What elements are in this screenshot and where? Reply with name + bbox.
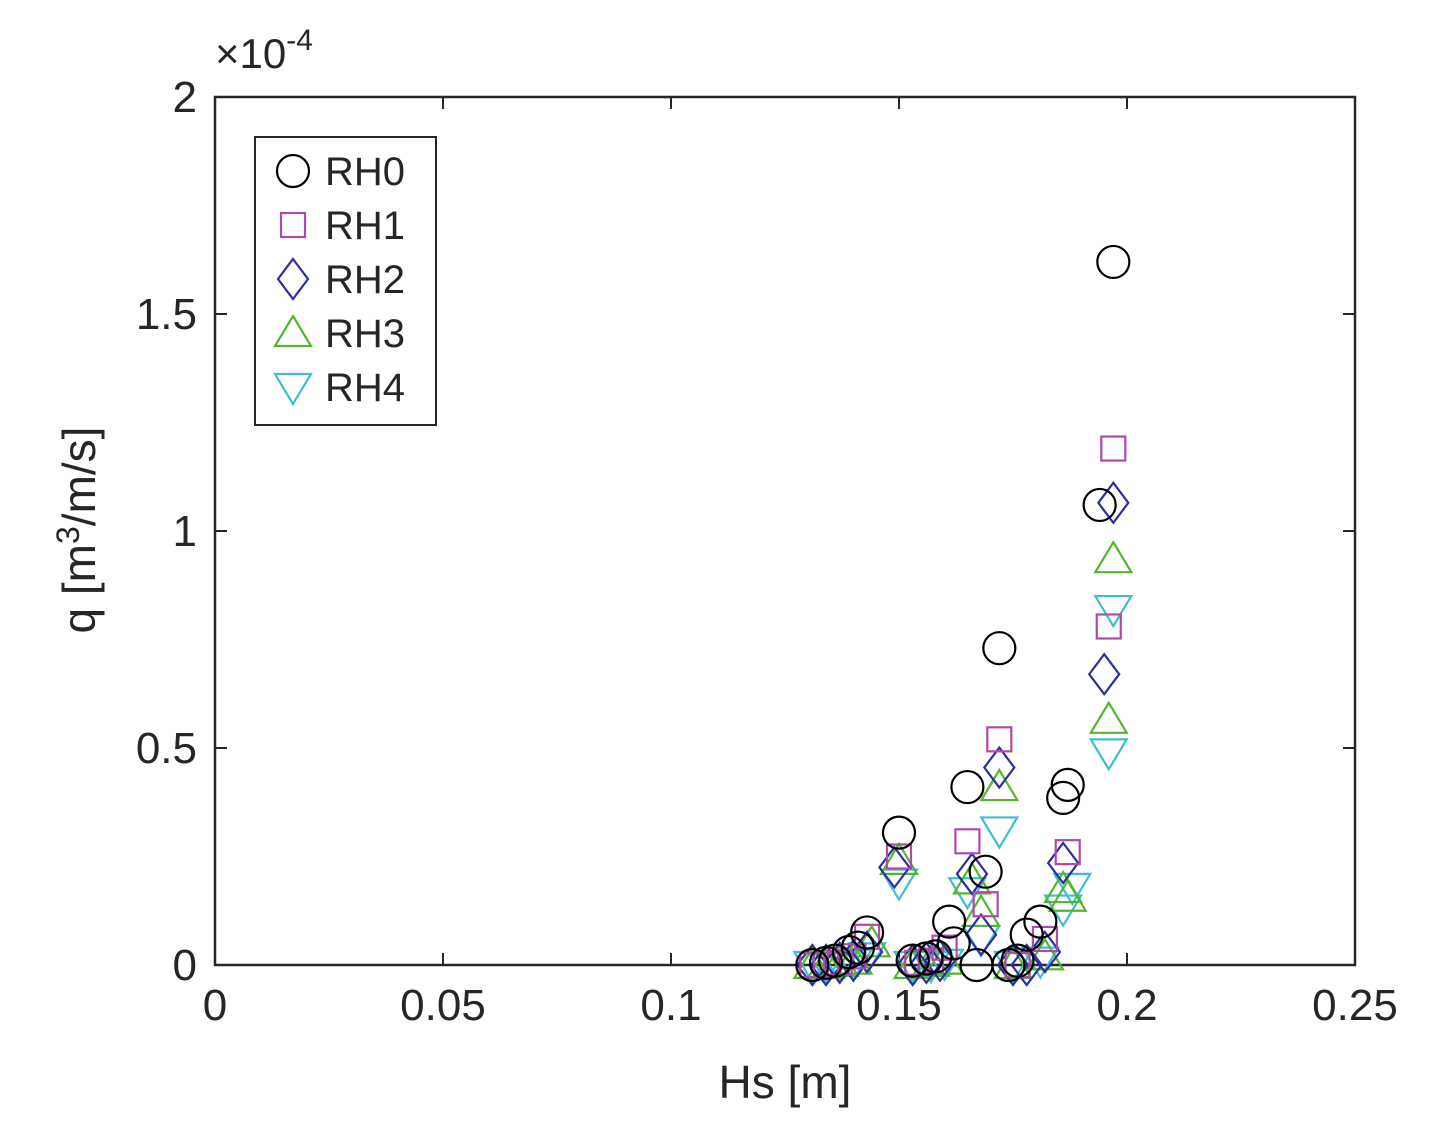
series-rh1 xyxy=(799,435,1127,979)
data-point-rh0 xyxy=(1009,917,1044,952)
legend-label-rh0: RH0 xyxy=(325,150,405,194)
data-point-rh0 xyxy=(849,915,885,950)
legend-marker-rh0 xyxy=(275,153,311,189)
data-point-rh0 xyxy=(936,926,971,961)
x-axis-label: Hs [m] xyxy=(719,1056,852,1108)
data-point-rh3 xyxy=(1093,540,1134,574)
data-point-rh1 xyxy=(885,843,913,870)
series-rh4 xyxy=(792,595,1134,985)
data-point-rh1 xyxy=(972,891,999,918)
x-tick-label: 0.05 xyxy=(400,981,486,1030)
data-point-rh0 xyxy=(795,947,830,983)
legend-label-rh4: RH4 xyxy=(325,366,405,410)
y-tick-label: 2 xyxy=(173,73,197,122)
axis-ticks: 0 0.05 0.1 0.15 0.2 0.25 0 0.5 1 1.5 2 xyxy=(136,73,1398,1030)
data-point-rh1 xyxy=(1095,613,1122,640)
legend-label-rh1: RH1 xyxy=(325,204,405,248)
data-point-rh1 xyxy=(1031,925,1059,953)
data-point-rh0 xyxy=(1050,767,1085,802)
series-rh0 xyxy=(795,244,1131,983)
data-point-rh0 xyxy=(918,939,953,974)
data-point-rh0 xyxy=(1000,943,1035,978)
x-tick-label: 0.1 xyxy=(640,981,701,1030)
y-multiplier: ×10-4 xyxy=(215,24,313,77)
data-point-rh1 xyxy=(954,828,981,855)
data-point-rh0 xyxy=(1096,244,1131,280)
y-axis-label: q [m3/m/s] xyxy=(50,427,105,634)
data-point-rh0 xyxy=(982,631,1017,666)
data-point-rh3 xyxy=(1047,878,1088,912)
data-marks xyxy=(792,244,1134,987)
data-point-rh0 xyxy=(1046,780,1081,816)
data-point-rh2 xyxy=(1010,943,1044,987)
data-point-rh0 xyxy=(881,815,917,850)
data-point-rh1 xyxy=(986,726,1013,753)
y-tick-label: 1 xyxy=(173,507,197,556)
data-point-rh4 xyxy=(979,816,1020,850)
data-point-rh2 xyxy=(896,943,930,987)
data-point-rh0 xyxy=(991,947,1026,983)
data-point-rh3 xyxy=(1024,937,1065,971)
data-point-rh2 xyxy=(1087,652,1121,697)
x-tick-label: 0.25 xyxy=(1312,981,1398,1030)
data-point-rh3 xyxy=(1088,700,1129,734)
data-point-rh2 xyxy=(964,912,998,957)
data-point-rh2 xyxy=(878,845,911,890)
data-point-rh1 xyxy=(931,934,958,961)
data-point-rh4 xyxy=(924,948,965,982)
data-point-rh2 xyxy=(982,745,1016,790)
data-point-rh0 xyxy=(1082,487,1117,523)
x-tick-label: 0 xyxy=(203,981,227,1030)
data-point-rh3 xyxy=(979,767,1020,802)
data-point-rh2 xyxy=(1046,841,1080,885)
data-point-rh0 xyxy=(968,854,1003,889)
legend-marker-rh1 xyxy=(279,211,307,239)
data-point-rh3 xyxy=(879,841,919,875)
data-point-rh2 xyxy=(809,943,843,987)
data-point-rh1 xyxy=(1100,435,1127,462)
data-point-rh2 xyxy=(795,943,829,987)
data-point-rh1 xyxy=(1054,839,1081,866)
legend-marker-rh4 xyxy=(273,372,313,407)
data-point-rh0 xyxy=(932,904,967,939)
data-point-rh2 xyxy=(955,852,989,896)
data-point-rh4 xyxy=(1088,738,1129,772)
legend-label-rh3: RH3 xyxy=(325,312,405,356)
x-tick-label: 0.2 xyxy=(1096,981,1157,1030)
data-point-rh2 xyxy=(909,940,943,985)
x-tick-label: 0.15 xyxy=(856,981,942,1030)
data-point-rh2 xyxy=(1096,480,1130,525)
legend-label-rh2: RH2 xyxy=(325,258,405,302)
y-tick-label: 1.5 xyxy=(136,290,197,339)
legend-marker-rh2 xyxy=(276,257,310,301)
data-point-rh4 xyxy=(1093,595,1134,629)
data-point-rh0 xyxy=(831,934,866,970)
data-point-rh2 xyxy=(1028,930,1062,974)
legend-marker-rh3 xyxy=(273,313,313,348)
data-point-rh0 xyxy=(895,943,930,978)
data-point-rh0 xyxy=(1023,904,1058,939)
y-tick-label: 0 xyxy=(173,941,197,990)
legend: RH0 RH1 RH2 RH3 RH4 xyxy=(254,136,437,426)
y-tick-label: 0.5 xyxy=(136,724,197,773)
data-point-rh3 xyxy=(961,893,1002,928)
data-point-rh0 xyxy=(950,769,985,805)
